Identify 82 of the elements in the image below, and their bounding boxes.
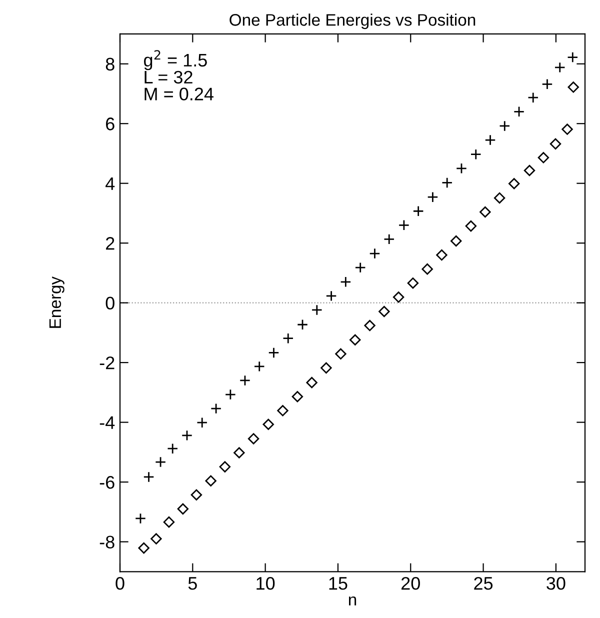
point	[456, 162, 468, 174]
point	[224, 388, 236, 400]
y-tick-label: 2	[106, 237, 114, 250]
point	[484, 134, 496, 146]
x-tick-label: 20	[401, 576, 420, 590]
point	[554, 62, 566, 73]
point	[306, 376, 318, 388]
point	[320, 362, 332, 374]
point	[335, 348, 346, 360]
point	[150, 533, 162, 544]
point	[562, 124, 573, 135]
point	[248, 433, 260, 444]
y-tick-label: 6	[106, 118, 114, 130]
point	[422, 263, 433, 275]
point	[143, 471, 154, 483]
x-axis-title: n	[348, 596, 356, 606]
point	[392, 292, 404, 303]
y-tick-label: -6	[100, 476, 114, 489]
point	[190, 489, 202, 500]
point	[442, 177, 453, 188]
point	[450, 235, 462, 247]
annotation: g$^{2}$ = 1.5 L = 32 M = 0.24	[144, 50, 214, 100]
point	[262, 418, 274, 430]
point	[427, 192, 438, 203]
y-tick-label: -4	[100, 416, 115, 429]
point	[311, 304, 322, 316]
point	[163, 516, 175, 528]
point	[167, 443, 178, 454]
point	[494, 192, 506, 204]
y-tick-label: 8	[106, 58, 114, 71]
point	[181, 430, 193, 441]
point	[292, 391, 304, 402]
point	[205, 475, 216, 486]
y-tick-label: -2	[100, 356, 114, 370]
point	[499, 120, 510, 132]
point	[538, 152, 550, 164]
point	[296, 319, 308, 330]
point	[465, 220, 477, 232]
point	[340, 276, 352, 288]
point	[508, 178, 520, 190]
y-tick-label: 4	[106, 177, 115, 190]
x-tick-label: 0	[116, 576, 124, 590]
point	[568, 82, 579, 93]
point	[436, 249, 448, 261]
point	[369, 248, 380, 260]
x-tick-label: 15	[329, 577, 348, 590]
point	[210, 403, 222, 414]
x-tick-label: 10	[256, 576, 275, 590]
point	[412, 206, 424, 217]
point	[528, 92, 539, 104]
point	[134, 512, 146, 524]
point	[384, 234, 395, 245]
y-tick-label: -8	[100, 536, 114, 548]
y-tick-label: 0	[106, 296, 114, 310]
point	[177, 503, 189, 515]
point	[326, 290, 337, 302]
point	[513, 106, 525, 118]
point	[398, 220, 410, 231]
point	[196, 417, 208, 428]
chart-title: One Particle Energies vs Position	[230, 14, 476, 30]
point	[254, 360, 265, 372]
y-axis-title: Energy	[49, 276, 64, 328]
x-tick-label: 30	[546, 576, 566, 590]
point	[239, 374, 251, 386]
x-tick-label: 25	[474, 576, 493, 590]
point	[282, 332, 294, 344]
point	[364, 320, 376, 332]
point	[524, 164, 536, 176]
point	[350, 334, 361, 346]
point	[550, 138, 562, 150]
point	[407, 278, 419, 289]
point	[378, 306, 390, 318]
point	[138, 542, 150, 554]
point	[277, 405, 288, 416]
x-tick-label: 5	[188, 577, 197, 590]
point	[219, 461, 231, 472]
point	[234, 447, 245, 458]
point	[567, 52, 578, 63]
point	[480, 206, 491, 218]
point	[354, 262, 366, 274]
point	[470, 148, 482, 160]
point	[154, 456, 166, 468]
